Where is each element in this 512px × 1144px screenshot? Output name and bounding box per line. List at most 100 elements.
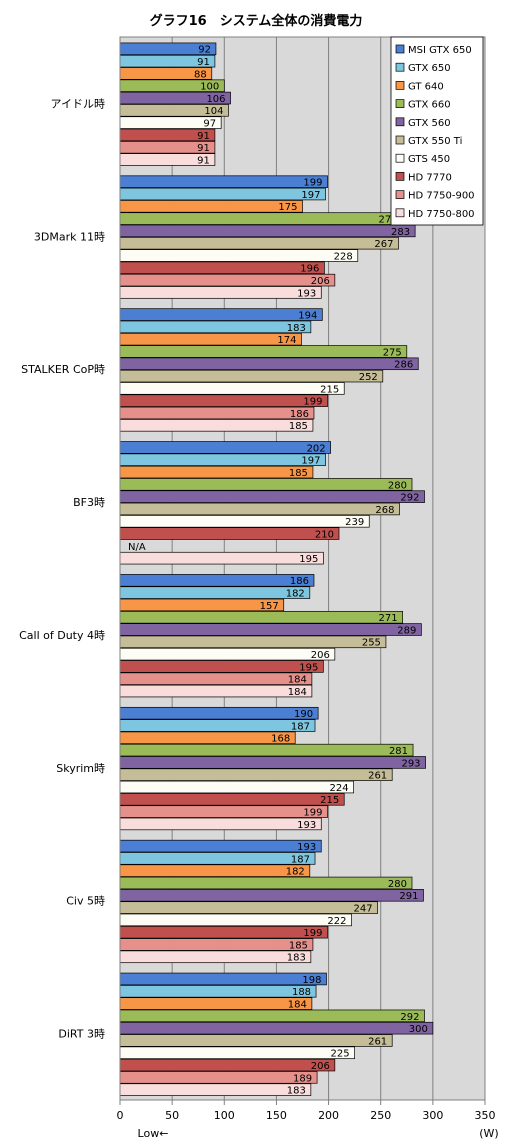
bar — [119, 805, 328, 818]
bar — [119, 357, 419, 371]
bar — [119, 610, 403, 624]
bar — [119, 502, 400, 516]
bar-value-label: 261 — [368, 1036, 387, 1047]
bar-value-label: 97 — [203, 119, 216, 130]
bar — [119, 938, 314, 951]
bar — [119, 453, 326, 467]
bar-value-label: 174 — [277, 335, 296, 346]
bar-value-label: 268 — [375, 505, 394, 516]
bar-value-label: 193 — [297, 820, 316, 831]
bar — [119, 320, 312, 334]
bar-value-label: 292 — [400, 1012, 419, 1023]
legend-label: MSI GTX 650 — [408, 45, 472, 56]
bar-value-label: 195 — [299, 554, 318, 565]
bar-value-label: 184 — [288, 999, 307, 1010]
chart-title: グラフ16 システム全体の消費電力 — [150, 13, 363, 29]
bar — [119, 864, 311, 877]
bar-value-label: 91 — [197, 131, 210, 142]
bar-value-label: 183 — [287, 1086, 306, 1097]
bar-value-label: 286 — [394, 360, 413, 371]
legend-swatch — [395, 135, 405, 145]
bar-value-label: 92 — [198, 45, 211, 56]
category-label: Call of Duty 4時 — [19, 629, 105, 642]
bar — [119, 332, 302, 346]
bar-value-label: 91 — [197, 155, 210, 166]
bar — [119, 490, 425, 503]
x-axis-unit: (W) — [479, 1127, 498, 1140]
legend-swatch — [395, 190, 405, 199]
x-tick-label: 50 — [165, 1109, 179, 1122]
legend-box — [390, 36, 484, 226]
legend-swatch — [395, 62, 405, 72]
category-label: Skyrim時 — [56, 762, 105, 775]
bar-value-label: 261 — [368, 771, 387, 782]
legend-label: HD 7750-800 — [408, 209, 475, 220]
bar — [119, 212, 403, 225]
bar — [119, 972, 327, 986]
bar — [119, 1009, 425, 1023]
bar — [119, 478, 413, 491]
category-label: アイドル時 — [51, 97, 105, 110]
bar — [119, 515, 370, 528]
legend-swatch — [395, 81, 405, 90]
bar — [119, 852, 316, 865]
bar-value-label: 157 — [260, 601, 279, 612]
bar — [119, 647, 336, 661]
legend-swatch — [395, 99, 405, 108]
x-axis-low-label: Low← — [138, 1127, 169, 1140]
legend-label: HD 7770 — [408, 172, 452, 183]
bar — [119, 985, 317, 998]
x-tick-label: 100 — [214, 1109, 235, 1122]
bar — [119, 273, 336, 287]
bar — [119, 950, 312, 964]
bar — [119, 1046, 355, 1060]
bar — [119, 236, 399, 250]
bar-value-label: 197 — [301, 190, 320, 201]
bar — [119, 731, 296, 745]
bar-value-label: 197 — [301, 456, 320, 467]
bar — [119, 743, 414, 757]
bar-value-label: 194 — [298, 310, 317, 321]
bar-value-label: 206 — [311, 1061, 330, 1072]
x-tick-label: 150 — [266, 1109, 287, 1122]
bar — [119, 286, 322, 299]
bar-value-label: 199 — [303, 397, 322, 408]
category-label: Civ 5時 — [66, 895, 105, 908]
legend: MSI GTX 650 GTX 650 GT 640 GTX 660 GTX 560 GT… — [390, 36, 484, 226]
bar-value-label: 168 — [271, 734, 290, 745]
category-labels: アイドル時 3DMark 11時 STALKER CoP時 BF3時 Call of D… — [19, 97, 105, 1040]
bar-value-label: 182 — [286, 867, 305, 878]
bar-value-label: 228 — [334, 251, 353, 262]
legend-swatch — [395, 172, 405, 181]
bar-value-label: 247 — [353, 903, 372, 914]
legend-label: HD 7750-900 — [408, 191, 475, 202]
bar-value-label: 199 — [303, 808, 322, 819]
bar — [119, 1058, 336, 1072]
bar-value-label: 275 — [383, 347, 402, 358]
bar-value-label: 291 — [399, 891, 418, 902]
bar — [119, 623, 422, 636]
bar-value-label: 206 — [311, 650, 330, 661]
category-label: BF3時 — [73, 496, 105, 509]
legend-label: GTX 560 — [408, 118, 451, 129]
legend-label: GT 640 — [408, 81, 444, 92]
bar-value-label: 190 — [294, 709, 313, 720]
bar-value-label: 215 — [320, 384, 339, 395]
bar-value-label: 293 — [401, 758, 420, 769]
bar-value-label: 206 — [311, 276, 330, 287]
bar — [119, 635, 387, 649]
bar-value-label: 283 — [391, 227, 410, 238]
bar-value-label: 300 — [409, 1024, 428, 1035]
bar-value-label: 189 — [293, 1073, 312, 1084]
bar — [119, 1034, 393, 1047]
legend-swatch — [395, 117, 405, 127]
bar-value-label: 175 — [278, 202, 297, 213]
bar — [119, 465, 314, 479]
bar — [119, 660, 324, 673]
bar-value-label: 91 — [197, 57, 210, 68]
x-axis-ticks: 0 50 100 150 200 250 300 350 — [117, 1100, 496, 1122]
bar-value-label: 202 — [307, 443, 326, 454]
bar-value-label: 186 — [290, 576, 309, 587]
bar — [119, 551, 324, 565]
bar-value-label: 106 — [206, 94, 225, 105]
